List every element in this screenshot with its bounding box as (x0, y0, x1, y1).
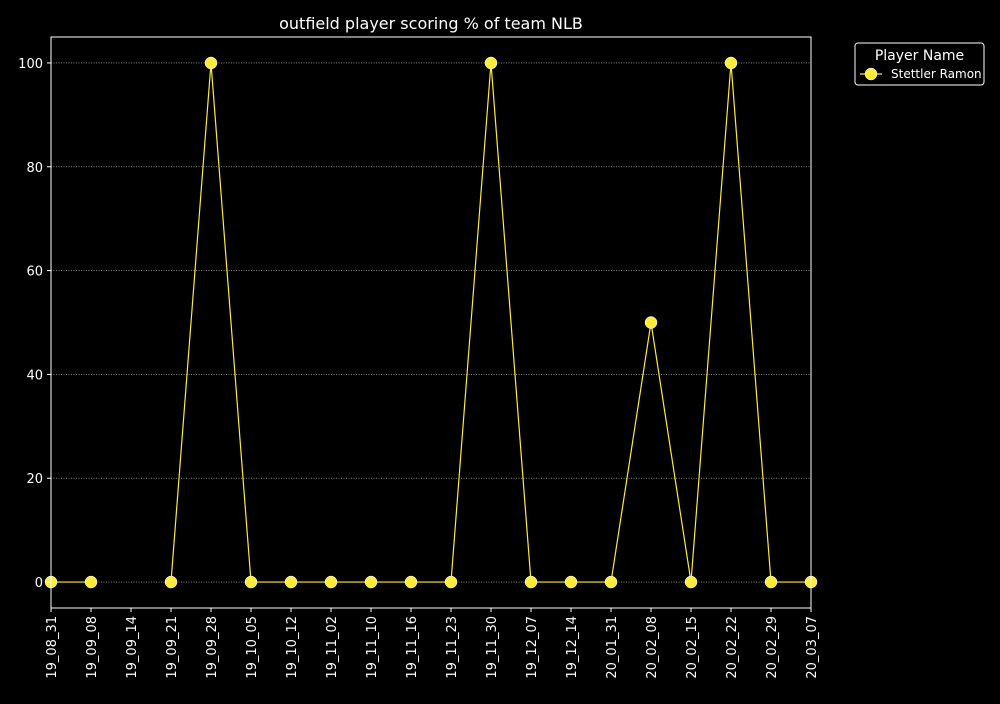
x-tick-label: 19_09_14 (125, 616, 140, 679)
x-axis-ticks: 19_08_31 19_09_08 19_09_14 19_09_21 19_09_28… (45, 608, 820, 679)
y-tick-label: 60 (26, 265, 43, 280)
x-tick-label: 19_11_30 (485, 616, 500, 679)
data-point (244, 575, 258, 589)
x-tick-label: 19_10_12 (285, 616, 300, 679)
y-axis-ticks: 0 20 40 60 80 100 (18, 57, 51, 591)
data-point (484, 56, 498, 70)
legend-label: Stettler Ramon (891, 67, 982, 81)
series-layer (44, 56, 818, 589)
data-point (684, 575, 698, 589)
x-tick-label: 19_10_05 (245, 616, 260, 679)
x-tick-label: 19_11_23 (445, 616, 460, 679)
legend-marker-dot (864, 67, 878, 81)
plot-frame (50, 36, 812, 609)
data-point (764, 575, 778, 589)
legend: Player Name Stettler Ramon (854, 42, 985, 86)
x-tick-label: 19_09_21 (165, 616, 180, 679)
legend-box (854, 42, 985, 86)
x-tick-label: 19_11_10 (365, 616, 380, 679)
x-tick-label: 19_12_07 (525, 616, 540, 679)
y-tick-label: 40 (26, 368, 43, 383)
x-tick-label: 19_12_14 (565, 616, 580, 679)
y-tick-label: 0 (35, 576, 43, 591)
x-tick-label: 20_02_15 (685, 616, 700, 679)
y-tick-label: 20 (26, 472, 43, 487)
grid-lines (51, 62, 811, 583)
data-point (644, 316, 658, 329)
data-point (404, 575, 418, 589)
data-point (164, 575, 178, 589)
chart-title: outfield player scoring % of team NLB (279, 14, 583, 33)
data-point (604, 575, 618, 589)
data-point (564, 575, 578, 589)
x-tick-label: 20_02_29 (765, 616, 780, 679)
series-line (51, 62, 811, 583)
data-point (364, 575, 378, 589)
x-tick-label: 20_02_22 (725, 616, 740, 679)
legend-title: Player Name (875, 48, 964, 64)
x-tick-label: 19_09_08 (85, 616, 100, 679)
data-point (524, 575, 538, 589)
data-point (284, 575, 298, 589)
x-tick-label: 20_02_08 (645, 616, 660, 679)
x-tick-label: 19_11_02 (325, 616, 340, 679)
x-tick-label: 19_09_28 (205, 616, 220, 679)
data-point (724, 56, 738, 70)
data-point (204, 56, 218, 70)
x-tick-label: 20_01_31 (605, 616, 620, 679)
plot-frame-border (50, 36, 812, 609)
y-tick-label: 100 (18, 57, 43, 72)
x-tick-label: 19_11_16 (405, 616, 420, 679)
data-point (444, 575, 458, 589)
y-tick-label: 80 (26, 161, 43, 176)
data-point (84, 575, 98, 589)
x-tick-label: 19_08_31 (45, 616, 60, 679)
x-tick-label: 20_03_07 (805, 616, 820, 679)
data-point (324, 575, 338, 589)
